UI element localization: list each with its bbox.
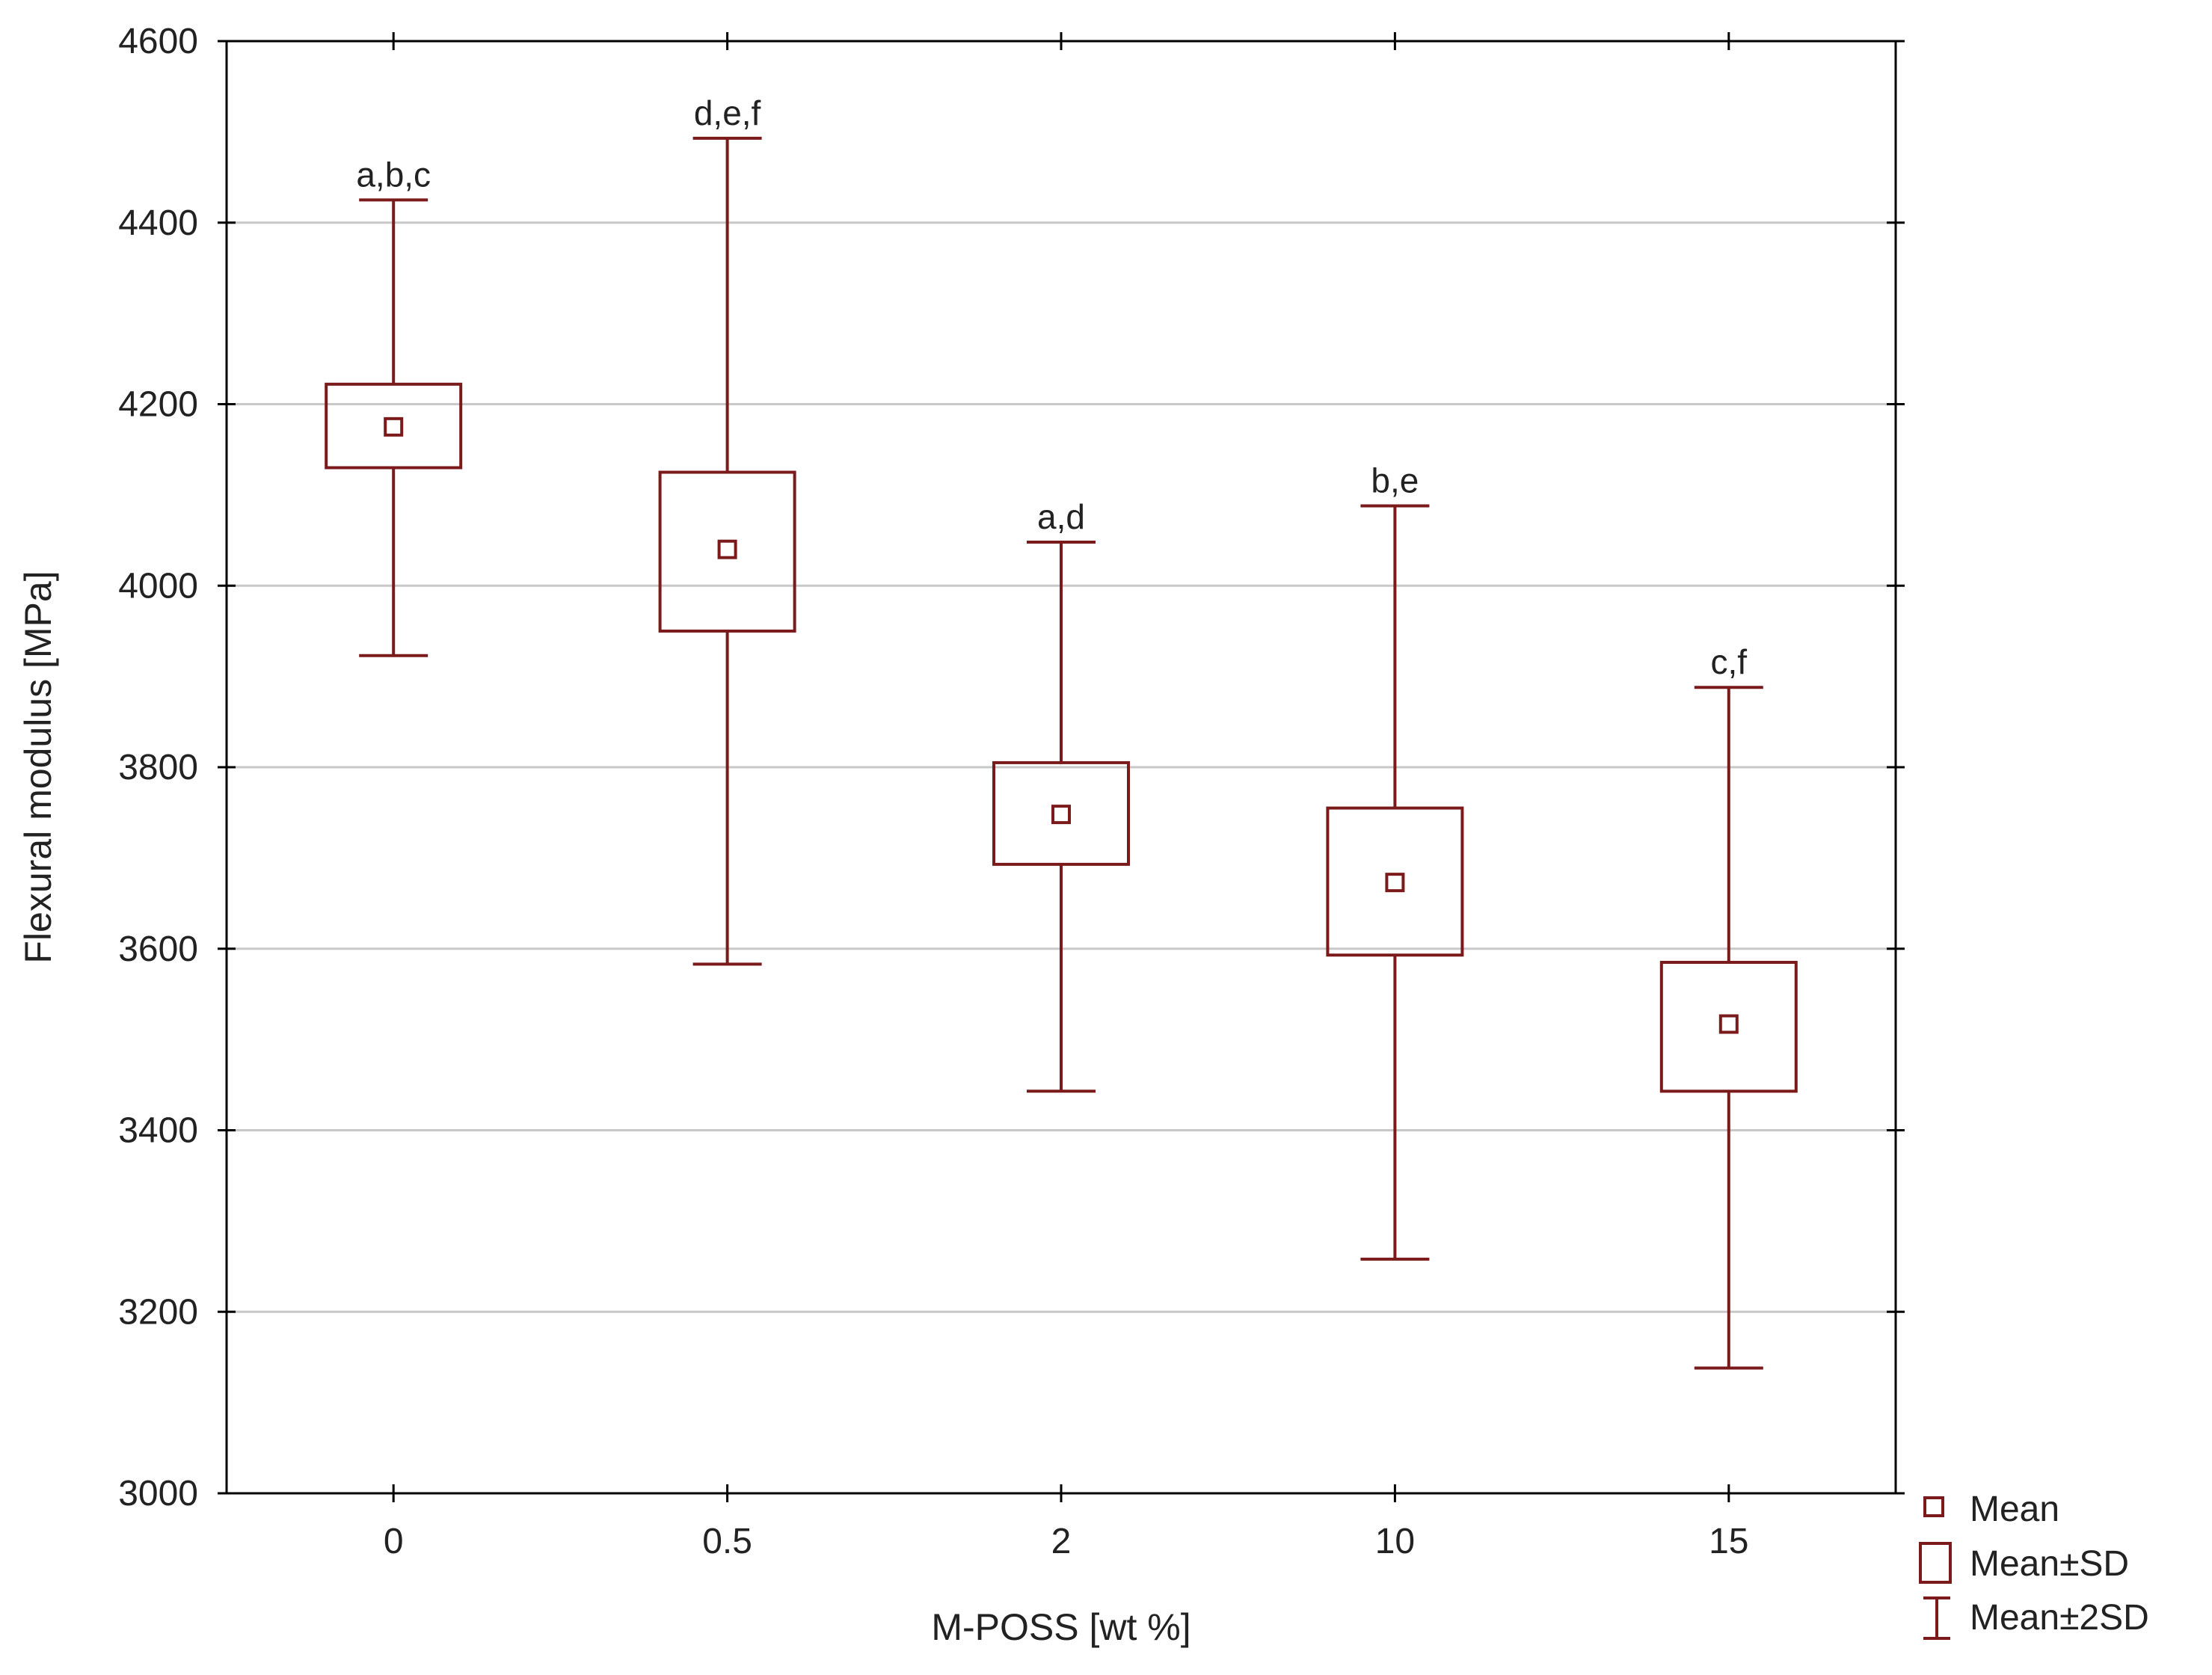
sd-box	[1659, 960, 1798, 1093]
y-tick-label: 3400	[118, 1111, 198, 1151]
x-tick-label: 0.5	[702, 1522, 752, 1561]
mean-marker	[1385, 873, 1405, 893]
sd-box	[1326, 806, 1464, 957]
y-tick-label: 4000	[118, 566, 198, 606]
legend-mean-label: Mean	[1970, 1490, 2059, 1529]
y-tick-label: 4400	[118, 203, 198, 243]
y-tick-label: 3000	[118, 1474, 198, 1513]
legend-mean-symbol	[1923, 1496, 1944, 1517]
significance-label: d,e,f	[694, 93, 761, 132]
y-tick-label: 4600	[118, 22, 198, 61]
significance-label: a,b,c	[356, 155, 431, 194]
mean-marker	[1718, 1014, 1739, 1034]
significance-label: c,f	[1711, 642, 1748, 681]
y-tick-label: 3800	[118, 748, 198, 787]
legend: Mean Mean±SD Mean±2SD	[1919, 1490, 2149, 1640]
sd-box	[658, 470, 796, 633]
legend-2sd-label: Mean±2SD	[1970, 1598, 2149, 1638]
mean-marker	[384, 417, 404, 437]
y-tick-label: 4200	[118, 385, 198, 425]
gridlines	[227, 221, 1896, 1313]
y-axis-title: Flexural modulus [MPa]	[17, 571, 59, 963]
y-axis: 3000 3200 3400 3600 3800 4000 4200 4400 4600	[118, 22, 1905, 1513]
y-tick-label: 3200	[118, 1292, 198, 1332]
x-tick-label: 10	[1375, 1522, 1415, 1561]
mean-marker	[1051, 805, 1071, 825]
x-axis-title: M-POSS [wt %]	[931, 1606, 1191, 1648]
x-tick-label: 15	[1709, 1522, 1748, 1561]
y-tick-label: 3600	[118, 929, 198, 969]
significance-labels: a,b,c d,e,f a,d b,e c,f	[356, 93, 1747, 681]
legend-sd-symbol	[1919, 1542, 1952, 1584]
x-axis: 0 0.5 2 10 15	[384, 32, 1748, 1561]
box-plot-series	[325, 136, 1798, 1370]
significance-label: a,d	[1037, 497, 1085, 536]
sd-box	[992, 760, 1130, 866]
mean-marker	[717, 539, 737, 559]
x-tick-label: 2	[1051, 1522, 1072, 1561]
x-tick-label: 0	[384, 1522, 404, 1561]
significance-label: b,e	[1371, 461, 1419, 500]
legend-sd-label: Mean±SD	[1970, 1544, 2129, 1584]
sd-box	[325, 382, 463, 470]
